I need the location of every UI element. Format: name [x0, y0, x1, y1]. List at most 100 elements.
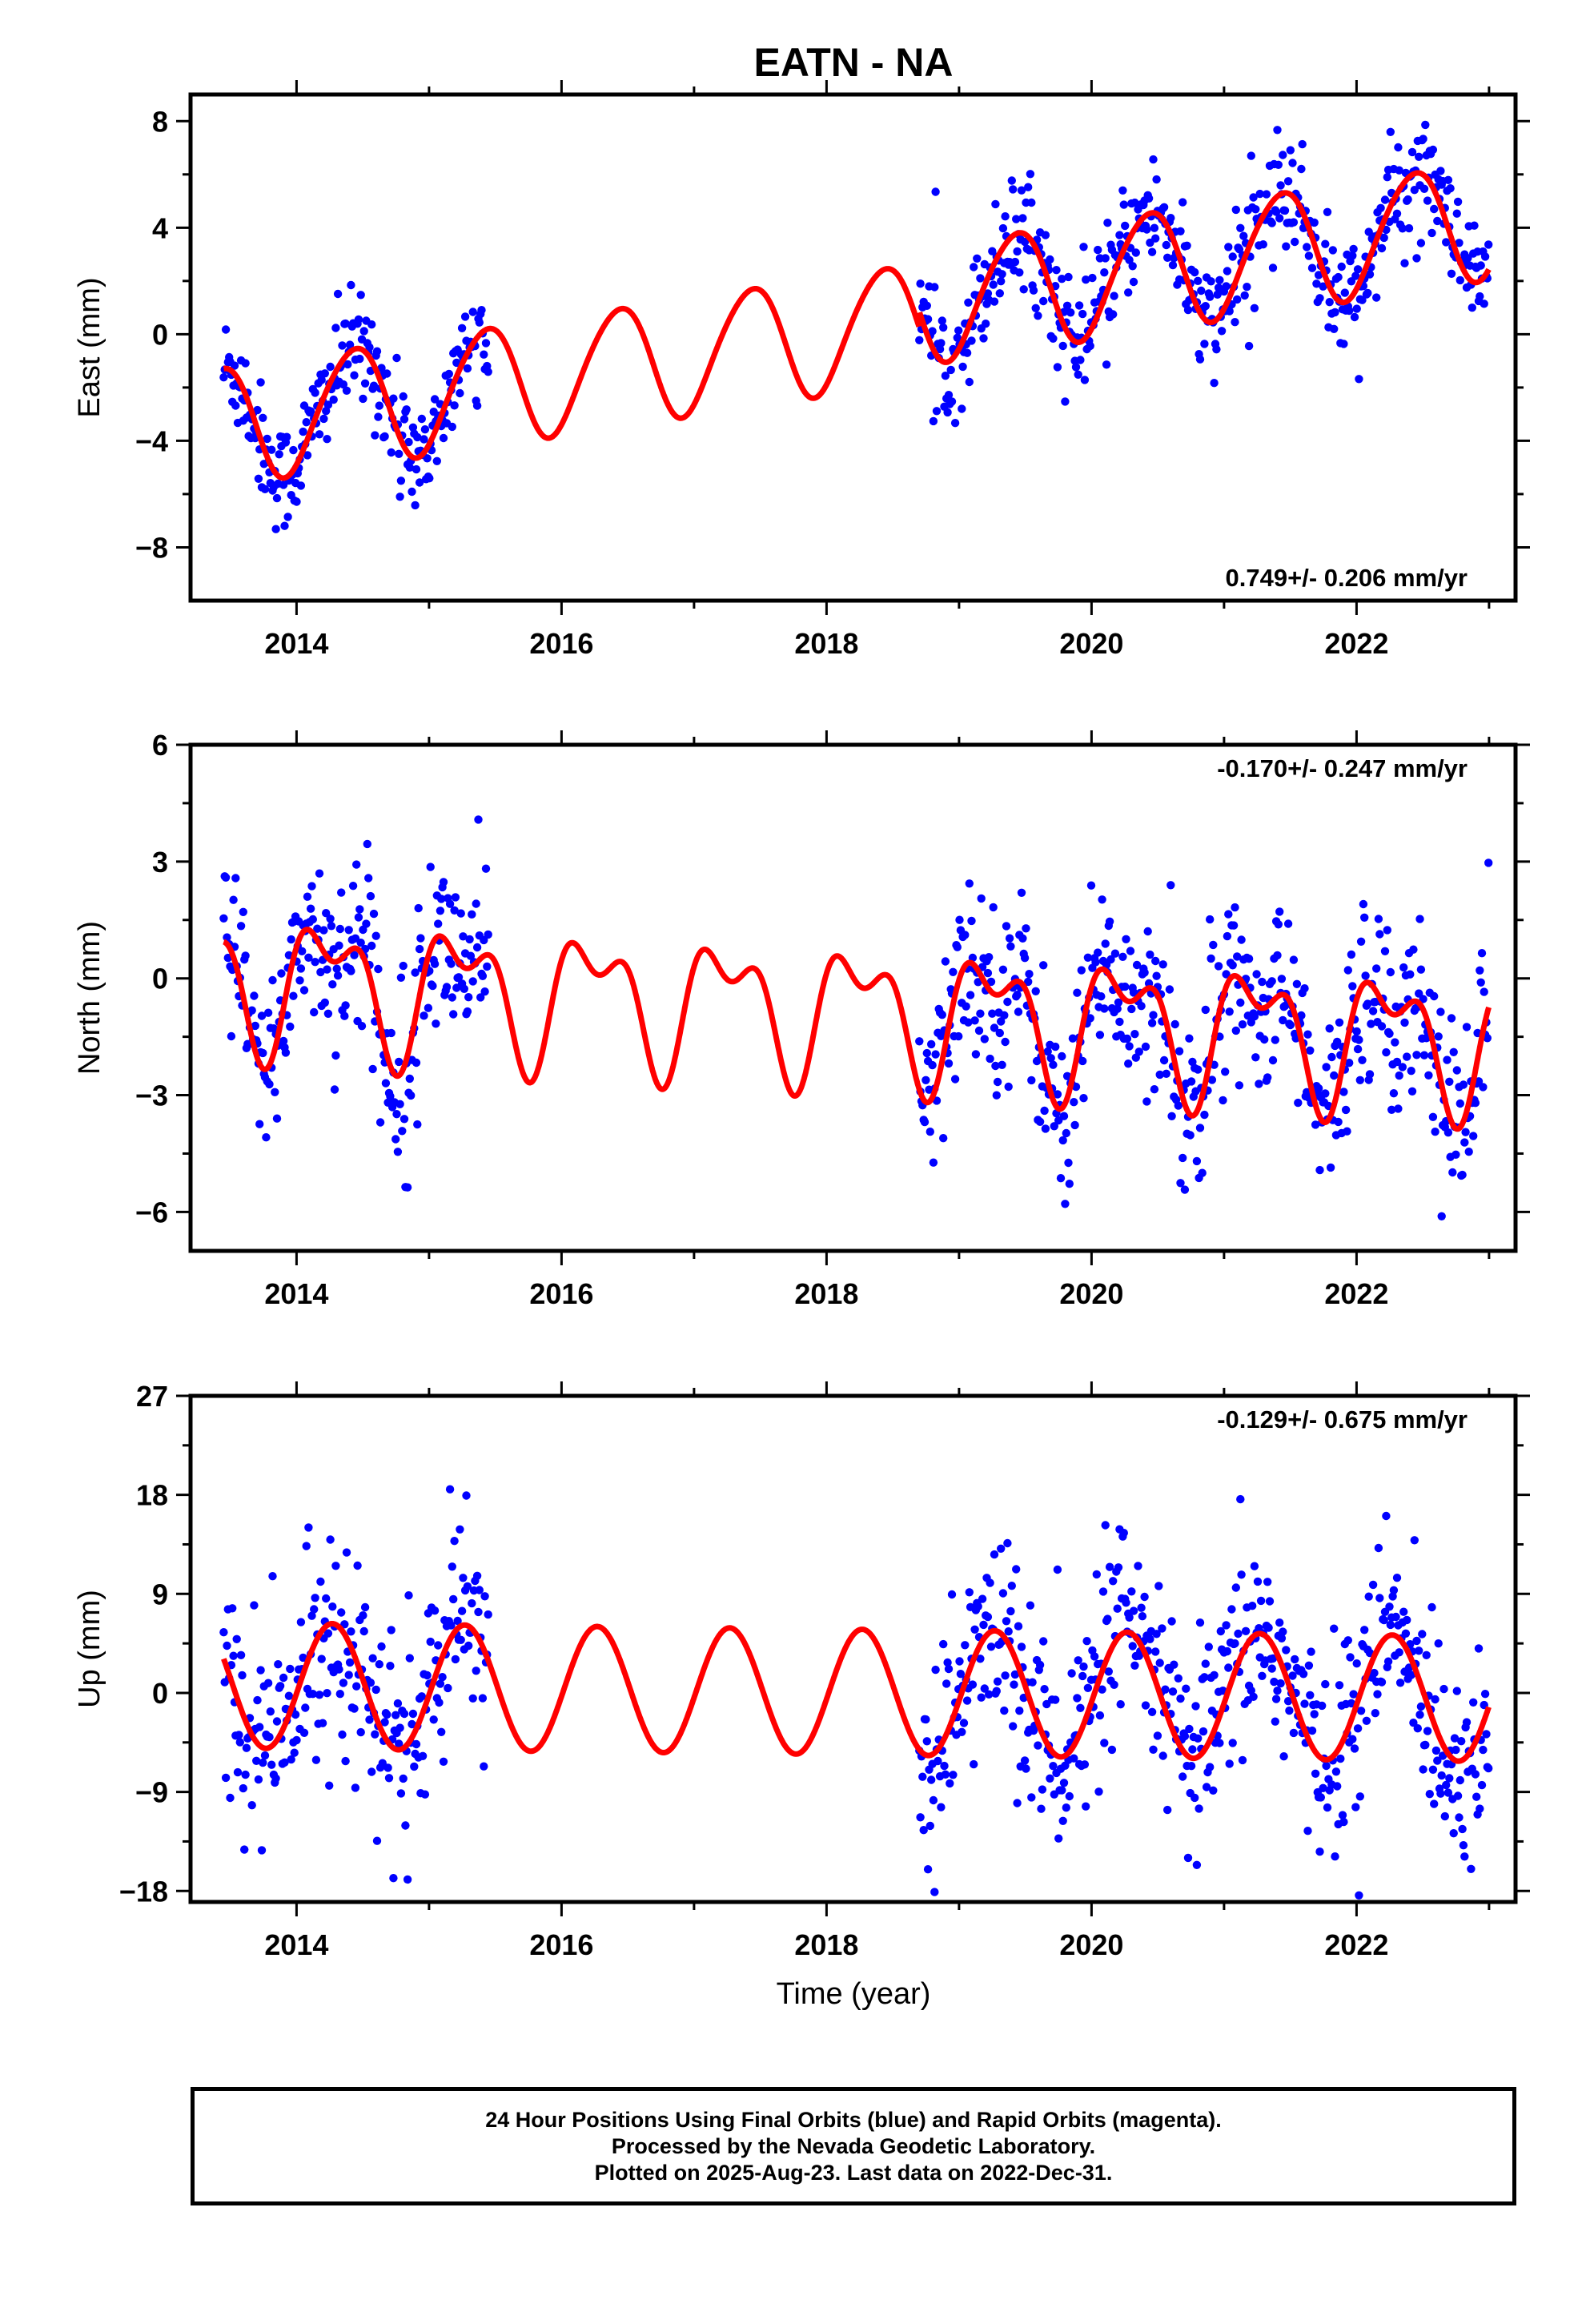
data-point: [450, 906, 459, 915]
data-point: [1443, 175, 1453, 184]
data-point: [1012, 215, 1021, 223]
data-point: [1368, 1007, 1378, 1015]
data-point: [1363, 999, 1372, 1008]
data-point: [1310, 218, 1319, 227]
data-point: [1333, 1037, 1342, 1047]
data-point: [1204, 1642, 1214, 1651]
data-point: [1416, 239, 1426, 247]
data-point: [1470, 221, 1479, 230]
data-point: [236, 1651, 246, 1659]
data-point: [941, 372, 950, 380]
data-point: [1074, 370, 1082, 379]
data-point: [1437, 1212, 1446, 1221]
data-point: [1409, 945, 1418, 954]
data-point: [970, 1016, 979, 1025]
data-point: [1192, 1860, 1202, 1869]
data-point: [415, 944, 424, 954]
data-point: [1100, 268, 1109, 277]
data-point: [1152, 175, 1161, 184]
data-point: [477, 306, 486, 315]
data-point: [291, 1710, 300, 1719]
data-point: [1338, 1811, 1347, 1819]
data-point: [1010, 257, 1020, 267]
data-point: [296, 1618, 306, 1626]
data-point: [367, 1767, 376, 1776]
data-point: [345, 1658, 355, 1667]
data-point: [1083, 1683, 1093, 1692]
data-point: [929, 1795, 938, 1805]
data-point: [263, 1008, 273, 1017]
data-point: [993, 1077, 1002, 1087]
data-point: [359, 1611, 367, 1620]
data-point: [1387, 1105, 1396, 1115]
data-point: [921, 1715, 930, 1724]
data-point: [396, 1100, 404, 1109]
data-point: [977, 1693, 986, 1702]
data-point: [1431, 1695, 1439, 1704]
data-point: [1161, 1685, 1170, 1694]
data-point: [1239, 231, 1248, 240]
data-point: [962, 1696, 972, 1705]
data-point: [1038, 1785, 1047, 1794]
data-point: [1407, 147, 1417, 157]
data-point: [400, 415, 409, 424]
data-point: [941, 1770, 950, 1779]
data-point: [1410, 186, 1419, 195]
data-point: [366, 891, 375, 901]
data-point: [317, 376, 326, 384]
data-point: [1236, 998, 1245, 1007]
data-point: [286, 1664, 295, 1674]
data-point: [468, 910, 476, 919]
data-point: [1224, 1663, 1233, 1672]
data-point: [451, 1655, 460, 1664]
data-point: [257, 1011, 267, 1020]
data-point: [375, 1118, 385, 1127]
data-point: [931, 187, 940, 196]
data-point: [982, 320, 990, 328]
data-points: [219, 120, 1493, 533]
data-point: [1058, 341, 1067, 351]
data-point: [1383, 173, 1392, 182]
data-point: [1022, 1764, 1030, 1773]
data-point: [1271, 1717, 1280, 1726]
data-point: [368, 1654, 377, 1663]
data-point: [1228, 252, 1237, 261]
data-point: [1312, 279, 1321, 288]
data-point: [1146, 1634, 1154, 1643]
data-point: [1283, 177, 1293, 186]
data-point: [1134, 1562, 1142, 1570]
data-point: [1158, 960, 1167, 969]
data-point: [424, 1003, 433, 1012]
data-point: [970, 1625, 979, 1634]
data-point: [335, 1690, 344, 1699]
data-point: [1034, 1741, 1042, 1750]
data-point: [320, 998, 329, 1007]
data-point: [1303, 243, 1311, 251]
data-point: [1070, 1754, 1078, 1763]
data-point: [299, 1728, 309, 1737]
data-point: [1064, 1158, 1073, 1168]
data-point: [1040, 1685, 1049, 1694]
data-point: [1050, 1122, 1059, 1131]
data-point: [416, 934, 425, 943]
data-point: [1412, 1051, 1421, 1059]
data-point: [367, 941, 376, 951]
data-point: [279, 1036, 288, 1046]
data-point: [985, 1690, 994, 1699]
data-point: [284, 1691, 294, 1700]
data-point: [930, 283, 939, 292]
data-point: [1024, 977, 1033, 987]
data-point: [268, 975, 277, 985]
data-point: [1017, 888, 1026, 898]
data-point: [1453, 197, 1463, 207]
data-point: [221, 325, 231, 334]
data-point: [341, 319, 350, 328]
data-point: [1445, 1774, 1454, 1783]
data-point: [1100, 1004, 1109, 1013]
data-point: [1340, 288, 1350, 297]
data-point: [1152, 1630, 1161, 1638]
x-tick-label: 2016: [529, 1928, 593, 1961]
data-point: [1275, 214, 1284, 223]
data-point: [1291, 1655, 1299, 1664]
data-point: [306, 407, 315, 416]
